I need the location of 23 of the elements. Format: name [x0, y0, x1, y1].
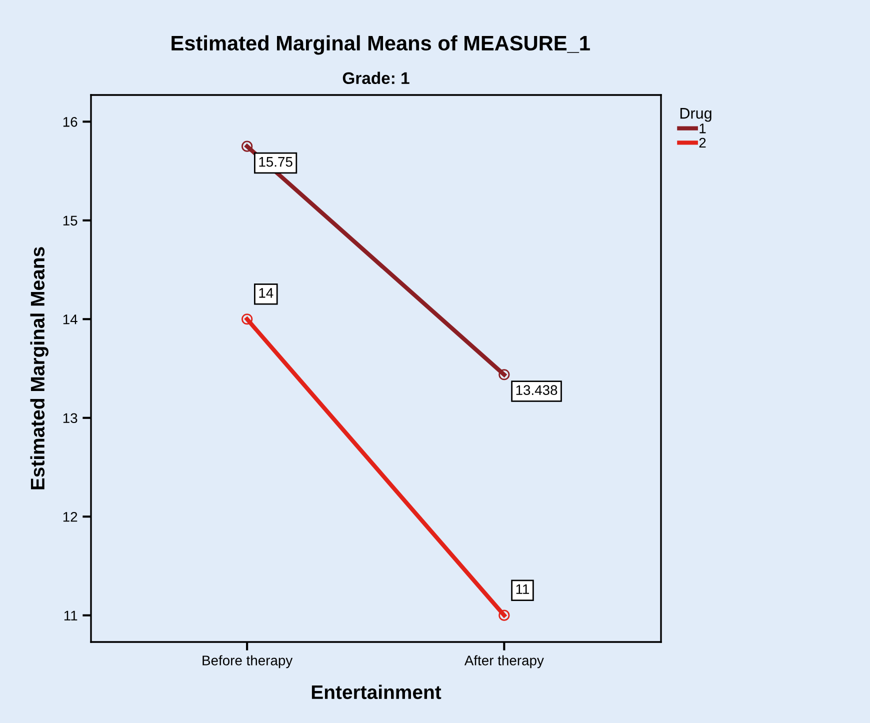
- point: [498, 610, 510, 621]
- legend-title: Drug: [680, 108, 712, 122]
- x-tick-label: Before therapy: [202, 655, 293, 668]
- data-label: 11: [516, 584, 530, 594]
- legend-label: 1: [700, 124, 706, 134]
- y-tick-label: 13: [63, 413, 78, 424]
- y-axis-title: Estimated Marginal Means: [30, 247, 48, 490]
- chart-title: Estimated Marginal Means of MEASURE_1: [172, 35, 590, 55]
- x-tick-label: After therapy: [464, 655, 544, 668]
- y-tick-label: 11: [64, 610, 78, 620]
- point: [242, 140, 253, 152]
- x-axis-title: Entertainment: [312, 684, 442, 700]
- y-tick-label: 14: [63, 314, 78, 324]
- data-label: 15.75: [259, 157, 292, 167]
- y-tick-label: 16: [63, 116, 78, 127]
- y-tick-label: 15: [63, 216, 78, 226]
- point: [498, 369, 510, 380]
- point: [242, 314, 253, 325]
- y-tick-label: 12: [63, 512, 78, 522]
- chart-subtitle: Grade: 1: [342, 72, 410, 84]
- data-label: 13.438: [516, 385, 558, 396]
- legend-label: 2: [699, 138, 706, 148]
- data-label: 14: [259, 288, 274, 298]
